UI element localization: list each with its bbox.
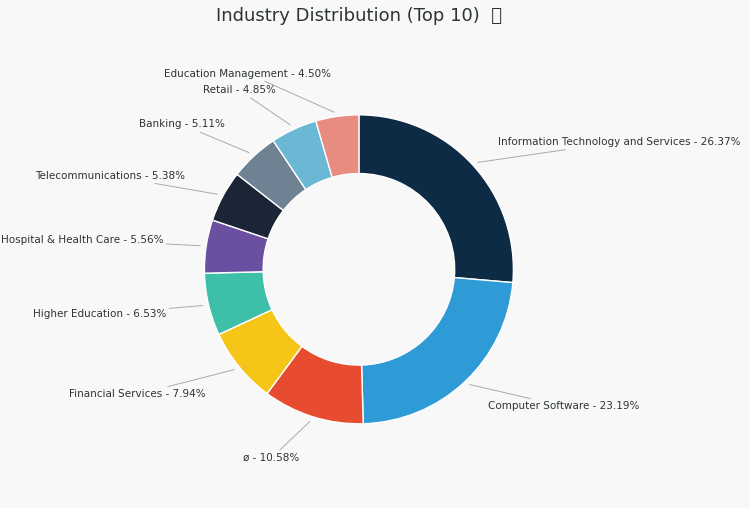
Wedge shape	[205, 272, 272, 334]
Text: ø - 10.58%: ø - 10.58%	[244, 422, 310, 463]
Text: Telecommunications - 5.38%: Telecommunications - 5.38%	[34, 171, 218, 194]
Text: Higher Education - 6.53%: Higher Education - 6.53%	[33, 305, 203, 320]
Wedge shape	[362, 277, 513, 424]
Text: Financial Services - 7.94%: Financial Services - 7.94%	[69, 370, 234, 399]
Wedge shape	[359, 115, 514, 282]
Wedge shape	[273, 121, 332, 189]
Wedge shape	[205, 220, 268, 273]
Wedge shape	[219, 310, 302, 394]
Text: Information Technology and Services - 26.37%: Information Technology and Services - 26…	[478, 137, 740, 163]
Text: Education Management - 4.50%: Education Management - 4.50%	[164, 69, 334, 112]
Text: Computer Software - 23.19%: Computer Software - 23.19%	[470, 385, 640, 411]
Wedge shape	[212, 174, 284, 239]
Wedge shape	[237, 141, 306, 210]
Text: Hospital & Health Care - 5.56%: Hospital & Health Care - 5.56%	[1, 235, 200, 246]
Text: Banking - 5.11%: Banking - 5.11%	[139, 119, 249, 153]
Text: Retail - 4.85%: Retail - 4.85%	[202, 85, 290, 125]
Wedge shape	[267, 346, 363, 424]
Title: Industry Distribution (Top 10)  ⓘ: Industry Distribution (Top 10) ⓘ	[216, 7, 502, 25]
Wedge shape	[316, 115, 359, 177]
